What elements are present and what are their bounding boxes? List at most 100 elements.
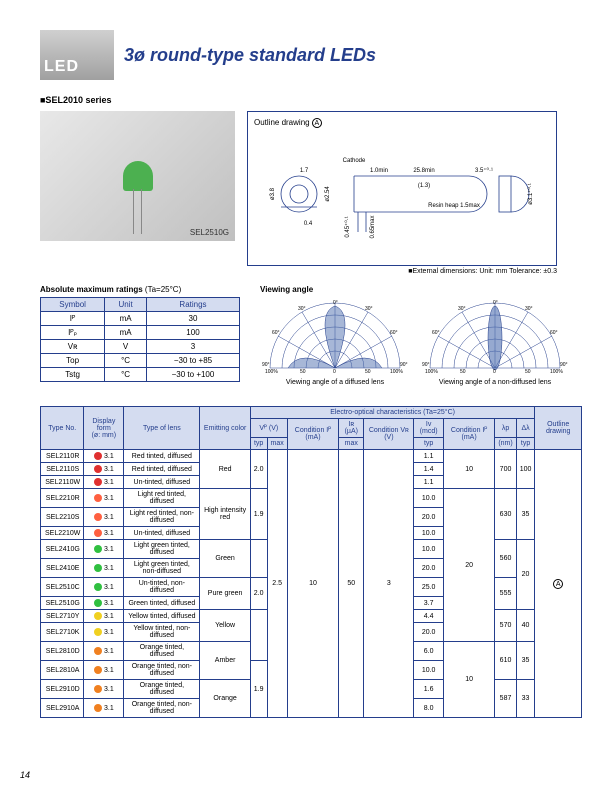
led-illustration bbox=[123, 161, 153, 191]
display-form: 3.1 bbox=[84, 508, 124, 527]
logo-text: LED bbox=[44, 58, 79, 76]
h-vf: Vᴾ (V) bbox=[250, 419, 287, 438]
iv-typ: 10.0 bbox=[414, 661, 443, 680]
viewing-block: Viewing angle bbox=[260, 285, 582, 386]
lens-type: Yellow tinted, diffused bbox=[124, 610, 200, 623]
dim: ø3.1⁺⁰·¹ bbox=[527, 183, 534, 205]
h-eoc: Electro-optical characteristics (Ta=25°C… bbox=[250, 407, 535, 419]
display-form: 3.1 bbox=[84, 623, 124, 642]
iv-typ: 8.0 bbox=[414, 699, 443, 718]
top-row: SEL2510G Outline drawing A bbox=[40, 111, 582, 275]
color-dot-icon bbox=[94, 612, 102, 620]
t: Display form bbox=[92, 418, 115, 432]
vf-max: 2.5 bbox=[267, 450, 287, 718]
h-dl: Δλ bbox=[516, 419, 535, 438]
display-form: 3.1 bbox=[84, 578, 124, 597]
emit-color: Amber bbox=[200, 642, 250, 680]
color-dot-icon bbox=[94, 704, 102, 712]
mid-row: Absolute maximum ratings (Ta=25°C) Symbo… bbox=[40, 285, 582, 386]
type-no: SEL2410G bbox=[41, 540, 84, 559]
iv-cond: 20 bbox=[443, 489, 494, 642]
color-dot-icon bbox=[94, 685, 102, 693]
vf-typ: 2.0 bbox=[250, 578, 267, 610]
svg-text:0: 0 bbox=[333, 369, 336, 373]
page-header: LED 3ø round-type standard LEDs bbox=[40, 30, 582, 80]
polar-chart-nondiffused: 0°30°30° 60°60° 90°90° 100%50050100% bbox=[420, 298, 570, 373]
iv-cond: 10 bbox=[443, 450, 494, 489]
svg-text:50: 50 bbox=[365, 369, 371, 373]
display-form: 3.1 bbox=[84, 610, 124, 623]
type-no: SEL2810A bbox=[41, 661, 84, 680]
svg-text:100%: 100% bbox=[425, 369, 438, 373]
outline-ref: A bbox=[535, 450, 582, 718]
product-photo: SEL2510G bbox=[40, 111, 235, 241]
type-no: SEL2910D bbox=[41, 680, 84, 699]
display-form: 3.1 bbox=[84, 489, 124, 508]
ratings-table: Symbol Unit Ratings IᴾmA30 IᴾₚmA100 VʀV3… bbox=[40, 297, 240, 382]
lp: 610 bbox=[495, 642, 516, 680]
lens-type: Orange tinted, non-diffused bbox=[124, 699, 200, 718]
outline-drawing-box: Outline drawing A Ca bbox=[247, 111, 557, 266]
cell: mA bbox=[105, 312, 147, 326]
type-no: SEL2710K bbox=[41, 623, 84, 642]
iv-typ: 20.0 bbox=[414, 559, 443, 578]
ratings-block: Absolute maximum ratings (Ta=25°C) Symbo… bbox=[40, 285, 240, 386]
h-ir: Iʀ (µA) bbox=[339, 419, 364, 438]
dim: (1.3) bbox=[418, 183, 430, 189]
color-dot-icon bbox=[94, 583, 102, 591]
color-dot-icon bbox=[94, 494, 102, 502]
iv-cond: 10 bbox=[443, 642, 494, 718]
logo: LED bbox=[40, 30, 114, 80]
iv-typ: 10.0 bbox=[414, 540, 443, 559]
svg-text:90°: 90° bbox=[262, 362, 270, 368]
lens-type: Un-tinted, diffused bbox=[124, 476, 200, 489]
cell: °C bbox=[105, 368, 147, 382]
cell: 100 bbox=[146, 326, 239, 340]
type-no: SEL2810D bbox=[41, 642, 84, 661]
svg-text:60°: 60° bbox=[550, 330, 558, 336]
lens-type: Un-tinted, diffused bbox=[124, 527, 200, 540]
outline-block: Outline drawing A Ca bbox=[247, 111, 557, 275]
outline-title-text: Outline drawing bbox=[254, 118, 310, 127]
lp: 570 bbox=[495, 610, 516, 642]
rt-cond: (Ta=25°C) bbox=[145, 285, 181, 294]
display-form: 3.1 bbox=[84, 559, 124, 578]
color-dot-icon bbox=[94, 628, 102, 636]
svg-text:30°: 30° bbox=[458, 306, 466, 312]
display-form: 3.1 bbox=[84, 661, 124, 680]
ratings-title: Absolute maximum ratings (Ta=25°C) bbox=[40, 285, 240, 294]
color-dot-icon bbox=[94, 599, 102, 607]
lens-type: Light red tinted, diffused bbox=[124, 489, 200, 508]
display-form: 3.1 bbox=[84, 527, 124, 540]
svg-text:100%: 100% bbox=[265, 369, 278, 373]
emit-color: Red bbox=[200, 450, 250, 489]
color-dot-icon bbox=[94, 564, 102, 572]
dim: 0.45⁺⁰·¹ bbox=[344, 216, 351, 237]
dim: 0.65max bbox=[370, 215, 376, 238]
svg-text:60°: 60° bbox=[272, 330, 280, 336]
dl: 40 bbox=[516, 610, 535, 642]
circle-a-icon: A bbox=[312, 118, 322, 128]
dl: 33 bbox=[516, 680, 535, 718]
svg-text:0°: 0° bbox=[333, 300, 338, 306]
svg-text:0°: 0° bbox=[493, 300, 498, 306]
type-no: SEL2710Y bbox=[41, 610, 84, 623]
dim: ø3.8 bbox=[270, 187, 276, 200]
type-no: SEL2510C bbox=[41, 578, 84, 597]
type-no: SEL2510G bbox=[41, 597, 84, 610]
cell: °C bbox=[105, 354, 147, 368]
ir-cond: 3 bbox=[364, 450, 414, 718]
svg-text:50: 50 bbox=[300, 369, 306, 373]
dim: 1.0min bbox=[370, 168, 388, 174]
page-number: 14 bbox=[20, 770, 30, 780]
svg-text:30°: 30° bbox=[365, 306, 373, 312]
cell: 30 bbox=[146, 312, 239, 326]
svg-text:60°: 60° bbox=[390, 330, 398, 336]
display-form: 3.1 bbox=[84, 642, 124, 661]
lens-type: Yellow tinted, non-diffused bbox=[124, 623, 200, 642]
type-no: SEL2110R bbox=[41, 450, 84, 463]
h-dls: typ bbox=[516, 438, 535, 450]
cell: Tstg bbox=[41, 368, 105, 382]
h-iv: Iᴠ (mcd) bbox=[414, 419, 443, 438]
lens-type: Un-tinted, non-diffused bbox=[124, 578, 200, 597]
